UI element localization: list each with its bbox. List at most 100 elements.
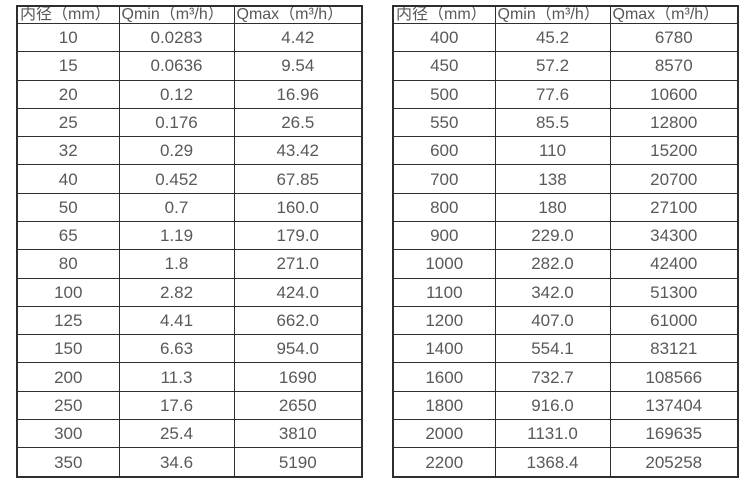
table-cell: 0.452: [118, 164, 235, 194]
column-header-qmax: Qmax（m³/h）: [233, 5, 363, 24]
table-cell: 1368.4: [494, 447, 611, 478]
table-row: 200 11.3 1690: [16, 362, 363, 392]
table-cell: 732.7: [494, 362, 611, 392]
table-cell: 169635: [609, 418, 739, 449]
table-cell: 205258: [609, 447, 739, 478]
table-cell: 200: [16, 362, 120, 392]
table-cell: 25: [16, 107, 120, 138]
table-header: 内径（mm） Qmin（m³/h） Qmax（m³/h）: [392, 5, 739, 24]
table-row: 300 25.4 3810: [16, 418, 363, 449]
table-row: 20 0.12 16.96: [16, 79, 363, 109]
table-cell: 400: [392, 22, 496, 53]
column-header-diameter: 内径（mm）: [16, 5, 120, 24]
table-row: 65 1.19 179.0: [16, 220, 363, 251]
table-cell: 1400: [392, 334, 496, 364]
table-cell: 45.2: [494, 22, 611, 53]
table-row: 500 77.6 10600: [392, 79, 739, 109]
table-cell: 180: [494, 192, 611, 222]
table-header-row: 内径（mm） Qmin（m³/h） Qmax（m³/h）: [16, 5, 363, 24]
table-cell: 51300: [609, 277, 739, 307]
table-cell: 4.42: [233, 22, 363, 53]
table-cell: 600: [392, 136, 496, 166]
table-row: 1800 916.0 137404: [392, 390, 739, 420]
table-cell: 50: [16, 192, 120, 222]
table-cell: 1000: [392, 249, 496, 279]
table-row: 40 0.452 67.85: [16, 164, 363, 194]
table-cell: 5190: [233, 447, 363, 478]
table-cell: 9.54: [233, 51, 363, 81]
table-row: 80 1.8 271.0: [16, 249, 363, 279]
table-row: 1000 282.0 42400: [392, 249, 739, 279]
table-cell: 77.6: [494, 79, 611, 109]
table-cell: 916.0: [494, 390, 611, 420]
table-cell: 271.0: [233, 249, 363, 279]
table-cell: 1131.0: [494, 418, 611, 449]
table-row: 150 6.63 954.0: [16, 334, 363, 364]
table-cell: 34.6: [118, 447, 235, 478]
table-row: 1600 732.7 108566: [392, 362, 739, 392]
table-cell: 0.12: [118, 79, 235, 109]
table-row: 10 0.0283 4.42: [16, 22, 363, 53]
table-cell: 282.0: [494, 249, 611, 279]
table-cell: 100: [16, 277, 120, 307]
column-header-qmin: Qmin（m³/h）: [118, 5, 235, 24]
table-cell: 138: [494, 164, 611, 194]
table-cell: 12800: [609, 107, 739, 138]
table-cell: 8570: [609, 51, 739, 81]
table-header: 内径（mm） Qmin（m³/h） Qmax（m³/h）: [16, 5, 363, 24]
table-cell: 20: [16, 79, 120, 109]
table-row: 2200 1368.4 205258: [392, 447, 739, 478]
table-cell: 1200: [392, 305, 496, 336]
table-row: 1400 554.1 83121: [392, 334, 739, 364]
table-body: 10 0.0283 4.42 15 0.0636 9.54 20 0.12 16.96 25 0.1…: [16, 22, 363, 478]
table-cell: 407.0: [494, 305, 611, 336]
table-cell: 2200: [392, 447, 496, 478]
table-cell: 0.0636: [118, 51, 235, 81]
table-row: 15 0.0636 9.54: [16, 51, 363, 81]
table-cell: 160.0: [233, 192, 363, 222]
table-cell: 229.0: [494, 220, 611, 251]
table-row: 550 85.5 12800: [392, 107, 739, 138]
table-row: 400 45.2 6780: [392, 22, 739, 53]
table-cell: 424.0: [233, 277, 363, 307]
table-cell: 342.0: [494, 277, 611, 307]
table-cell: 17.6: [118, 390, 235, 420]
table-cell: 1100: [392, 277, 496, 307]
table-row: 25 0.176 26.5: [16, 107, 363, 138]
table-cell: 0.7: [118, 192, 235, 222]
table-cell: 110: [494, 136, 611, 166]
table-row: 100 2.82 424.0: [16, 277, 363, 307]
table-cell: 2000: [392, 418, 496, 449]
table-cell: 900: [392, 220, 496, 251]
table-cell: 11.3: [118, 362, 235, 392]
table-cell: 800: [392, 192, 496, 222]
table-row: 700 138 20700: [392, 164, 739, 194]
table-cell: 80: [16, 249, 120, 279]
table-cell: 179.0: [233, 220, 363, 251]
table-row: 900 229.0 34300: [392, 220, 739, 251]
table-cell: 4.41: [118, 305, 235, 336]
table-row: 250 17.6 2650: [16, 390, 363, 420]
table-cell: 0.0283: [118, 22, 235, 53]
table-cell: 350: [16, 447, 120, 478]
table-cell: 43.42: [233, 136, 363, 166]
table-cell: 85.5: [494, 107, 611, 138]
table-cell: 300: [16, 418, 120, 449]
table-cell: 1.8: [118, 249, 235, 279]
table-cell: 125: [16, 305, 120, 336]
table-cell: 32: [16, 136, 120, 166]
table-cell: 662.0: [233, 305, 363, 336]
table-cell: 1800: [392, 390, 496, 420]
flow-spec-tables: 内径（mm） Qmin（m³/h） Qmax（m³/h） 10 0.0283 4.4…: [16, 5, 739, 478]
flow-table-small-diameters: 内径（mm） Qmin（m³/h） Qmax（m³/h） 10 0.0283 4.4…: [16, 5, 363, 478]
table-row: 800 180 27100: [392, 192, 739, 222]
table-cell: 40: [16, 164, 120, 194]
table-cell: 108566: [609, 362, 739, 392]
table-cell: 6780: [609, 22, 739, 53]
table-row: 350 34.6 5190: [16, 447, 363, 478]
table-cell: 61000: [609, 305, 739, 336]
table-cell: 0.29: [118, 136, 235, 166]
table-cell: 2650: [233, 390, 363, 420]
table-cell: 25.4: [118, 418, 235, 449]
table-row: 2000 1131.0 169635: [392, 418, 739, 449]
